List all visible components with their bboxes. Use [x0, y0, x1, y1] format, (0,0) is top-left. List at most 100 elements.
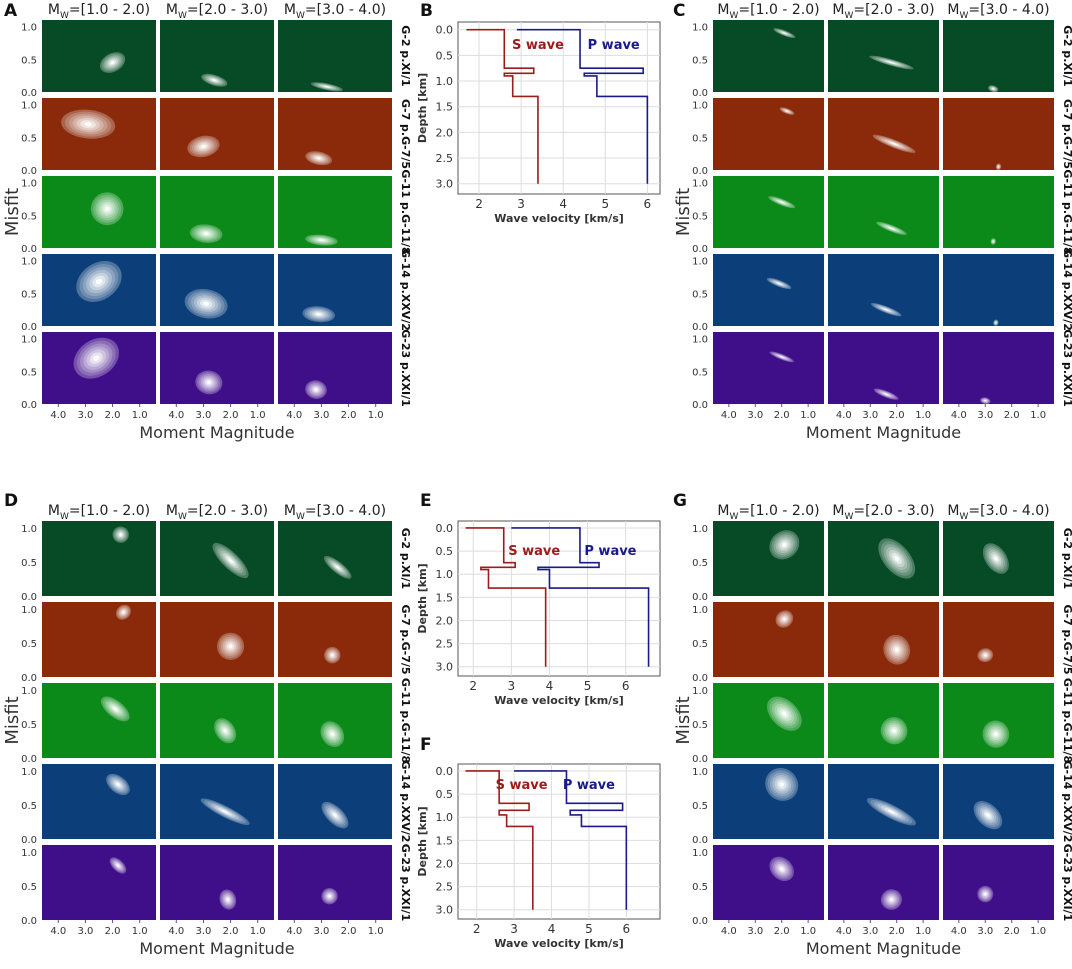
y-tick-label: 0.0	[21, 916, 37, 927]
x-tick-label: 2	[469, 679, 477, 693]
y-tick-label: 2.5	[436, 881, 454, 894]
heatmap-cell	[160, 602, 274, 677]
x-tick-label: 2	[473, 922, 481, 936]
y-tick-label: 1.0	[692, 179, 708, 190]
contour-group	[995, 163, 1002, 170]
contour-level	[227, 558, 234, 564]
panel-label-F: F	[420, 735, 432, 755]
y-tick-label: 0.5	[21, 558, 37, 569]
contour-level	[779, 356, 784, 358]
contour-group	[76, 261, 122, 302]
contour-level	[984, 654, 987, 657]
contour-group	[988, 85, 999, 92]
panel-label-C: C	[673, 1, 685, 21]
x-tick-label: 6	[623, 922, 631, 936]
heatmap-cell	[713, 176, 824, 248]
header-range: =[2.0 - 3.0)	[187, 2, 268, 18]
contour-level	[887, 809, 895, 814]
contour-group	[321, 887, 338, 905]
row-label: G-23 p.XXI/1	[1061, 844, 1072, 922]
header-sub: W	[845, 512, 854, 522]
contour-group	[214, 718, 237, 744]
series-line	[466, 28, 539, 184]
header-m: M	[717, 503, 729, 519]
x-tick-label: 3.0	[195, 926, 211, 937]
row-label: G-11 p.G-11/8	[1061, 678, 1072, 763]
x-tick-label: 4.0	[286, 926, 302, 937]
contour-group	[115, 604, 131, 620]
heatmap-cell	[828, 845, 939, 920]
y-tick-label: 1.0	[692, 101, 708, 112]
panel-G: G MW=[1.0 - 2.0) MW=[2.0 - 3.0) MW=[3.0 - 4…	[673, 491, 1072, 958]
contour-level	[781, 711, 787, 717]
x-tick-label: 1.0	[132, 410, 148, 421]
contour-level	[992, 240, 994, 242]
x-tick-label: 1.0	[368, 410, 384, 421]
heatmap-cell	[278, 764, 392, 839]
contour-group	[973, 801, 1003, 830]
header-sub: W	[178, 11, 187, 21]
x-tick-label: 1.0	[915, 926, 931, 937]
row-label: G-7 p.G-7/5	[1061, 604, 1072, 674]
row-label: G-11 p.G-11/8	[399, 678, 412, 763]
y-tick-label: 0.5	[21, 367, 37, 378]
y-tick-label: 1.0	[436, 811, 454, 824]
contour-group	[766, 277, 792, 290]
x-tick-label: 2	[475, 197, 483, 211]
contour-level	[892, 728, 896, 733]
header-range: =[1.0 - 2.0)	[69, 2, 150, 18]
header-m: M	[717, 2, 729, 18]
contour-group	[310, 82, 343, 92]
y-tick-label: 1.0	[21, 335, 37, 346]
contour-group	[189, 224, 223, 243]
header-m: M	[166, 2, 178, 18]
contour-level	[335, 565, 340, 569]
header-sub: W	[296, 11, 305, 21]
y-tick-label: 0.5	[692, 639, 708, 650]
contour-level	[95, 278, 103, 285]
header-m: M	[284, 2, 296, 18]
heatmap-cell	[943, 332, 1054, 404]
x-tick-label: 3.0	[862, 926, 878, 937]
contour-group	[216, 632, 245, 660]
header-sub: W	[178, 512, 187, 522]
header-m: M	[947, 2, 959, 18]
heatmap-cell	[160, 521, 274, 596]
x-axis-label: Moment Magnitude	[806, 939, 961, 958]
header-sub: W	[296, 512, 305, 522]
heatmap-cell	[713, 98, 824, 170]
series-label: P wave	[563, 778, 615, 793]
heatmap-cell	[42, 521, 156, 596]
header-m: M	[48, 503, 60, 519]
contour-level	[984, 400, 987, 402]
contour-level	[314, 388, 318, 391]
y-tick-label: 0.5	[692, 801, 708, 812]
heatmap-cell	[160, 98, 274, 170]
contour-level	[889, 898, 893, 902]
y-tick-label: 1.0	[21, 767, 37, 778]
y-tick-label: 1.0	[21, 848, 37, 859]
panel-label-G: G	[673, 491, 687, 511]
panel-label-B: B	[420, 1, 433, 21]
contour-group	[769, 351, 794, 363]
y-tick-label: 0.0	[436, 522, 454, 535]
contour-group	[880, 717, 908, 745]
contour-level	[104, 206, 110, 212]
y-tick-label: 3.0	[436, 178, 454, 191]
y-tick-label: 0.0	[692, 166, 708, 177]
y-tick-label: 0.5	[21, 211, 37, 222]
contour-level	[203, 232, 209, 235]
heatmap-cell	[42, 683, 156, 758]
row-label: G-7 p.G-7/5	[399, 604, 412, 674]
contour-level	[782, 542, 787, 547]
y-tick-label: 0.0	[692, 400, 708, 411]
y-tick-label: 1.0	[21, 605, 37, 616]
x-tick-label: 2.0	[105, 926, 121, 937]
y-tick-label: 0.0	[692, 673, 708, 684]
x-axis-label: Wave velocity [km/s]	[494, 937, 624, 950]
panel-label-E: E	[420, 491, 432, 511]
column-header: MW=[3.0 - 4.0)	[947, 2, 1049, 21]
contour-level	[316, 313, 322, 316]
x-tick-label: 4.0	[50, 410, 66, 421]
y-tick-label: 1.0	[692, 848, 708, 859]
